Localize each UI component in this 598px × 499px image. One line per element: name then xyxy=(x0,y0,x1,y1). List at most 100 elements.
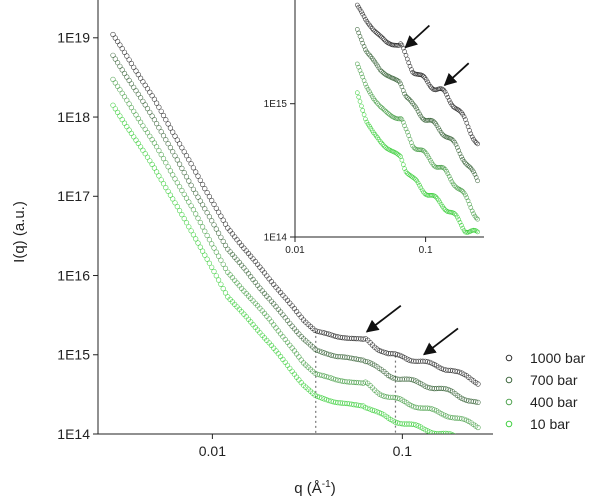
data-point xyxy=(110,102,116,108)
x-tick-label: 0.1 xyxy=(419,245,433,256)
data-point xyxy=(195,194,201,200)
data-point xyxy=(473,443,478,448)
data-point xyxy=(475,216,480,222)
data-point xyxy=(462,440,467,445)
data-point xyxy=(369,407,376,413)
data-point xyxy=(379,392,385,398)
data-point xyxy=(367,406,373,412)
data-point xyxy=(119,67,125,73)
data-point xyxy=(386,146,391,152)
data-point xyxy=(177,184,183,190)
data-point xyxy=(131,108,137,114)
data-point xyxy=(218,281,224,287)
data-point xyxy=(450,432,456,434)
data-point xyxy=(213,273,219,279)
data-point xyxy=(252,279,258,286)
data-point xyxy=(213,249,219,255)
data-point xyxy=(461,396,467,403)
data-point xyxy=(170,129,176,135)
data-point xyxy=(133,137,139,143)
data-point xyxy=(471,443,476,448)
data-point xyxy=(379,34,384,40)
data-point xyxy=(220,217,226,223)
data-point xyxy=(190,232,196,238)
data-point xyxy=(359,103,364,109)
data-point xyxy=(452,211,457,216)
data-point xyxy=(383,109,389,114)
data-point xyxy=(394,77,399,83)
data-point xyxy=(431,193,437,199)
data-point xyxy=(181,191,187,197)
data-point xyxy=(444,169,449,174)
data-point xyxy=(440,131,445,137)
data-point xyxy=(456,217,462,222)
data-point xyxy=(319,395,325,401)
data-point xyxy=(149,161,155,167)
x-tick-label: 0.01 xyxy=(199,443,226,459)
data-point xyxy=(469,208,475,214)
data-point xyxy=(443,386,449,392)
data-point xyxy=(381,349,387,355)
legend-label: 400 bar xyxy=(530,394,578,410)
data-point xyxy=(200,224,206,230)
y-tick-label: 1E15 xyxy=(57,347,90,363)
data-point xyxy=(114,109,121,115)
data-point xyxy=(453,433,457,434)
data-point xyxy=(147,109,153,115)
data-point xyxy=(414,106,420,112)
data-point xyxy=(186,224,192,230)
data-point xyxy=(358,357,364,363)
data-point xyxy=(181,170,187,176)
data-point xyxy=(195,173,201,179)
data-point xyxy=(158,152,164,158)
data-point xyxy=(361,112,367,117)
data-point xyxy=(222,221,229,227)
data-point xyxy=(114,60,121,66)
series-10-bar xyxy=(354,90,480,235)
data-point xyxy=(425,79,430,85)
data-point xyxy=(160,133,167,139)
data-point xyxy=(280,356,286,363)
data-point xyxy=(160,112,167,119)
data-point xyxy=(457,220,463,225)
data-point xyxy=(197,198,203,204)
data-point xyxy=(430,162,436,167)
data-point xyxy=(446,174,452,179)
data-point xyxy=(314,393,320,400)
legend-label: 1000 bar xyxy=(530,350,586,366)
data-point xyxy=(200,181,206,188)
data-point xyxy=(423,77,429,82)
data-point xyxy=(444,92,449,97)
data-point xyxy=(317,394,323,400)
data-point xyxy=(425,153,430,158)
data-point xyxy=(448,176,453,182)
data-point xyxy=(190,165,196,171)
data-point xyxy=(421,117,426,122)
data-point xyxy=(114,83,121,89)
data-point xyxy=(471,227,476,233)
data-point xyxy=(188,161,194,167)
data-point xyxy=(369,26,375,31)
data-point xyxy=(144,105,151,112)
data-point xyxy=(323,374,330,380)
data-point xyxy=(151,117,157,123)
data-point xyxy=(399,157,405,163)
data-point xyxy=(461,114,467,119)
data-point xyxy=(375,101,380,106)
data-point xyxy=(163,185,169,191)
data-point xyxy=(460,439,465,444)
data-point xyxy=(445,430,451,434)
data-point xyxy=(287,365,293,371)
data-point xyxy=(172,176,178,182)
data-point xyxy=(372,28,378,34)
series-700-bar xyxy=(354,27,480,184)
data-point xyxy=(160,181,167,187)
data-point xyxy=(457,108,463,114)
data-point xyxy=(172,200,178,206)
data-point xyxy=(434,123,440,128)
data-point xyxy=(377,67,383,73)
data-point xyxy=(465,163,471,168)
data-point xyxy=(170,196,176,202)
data-point xyxy=(160,156,167,162)
data-point xyxy=(172,153,178,159)
